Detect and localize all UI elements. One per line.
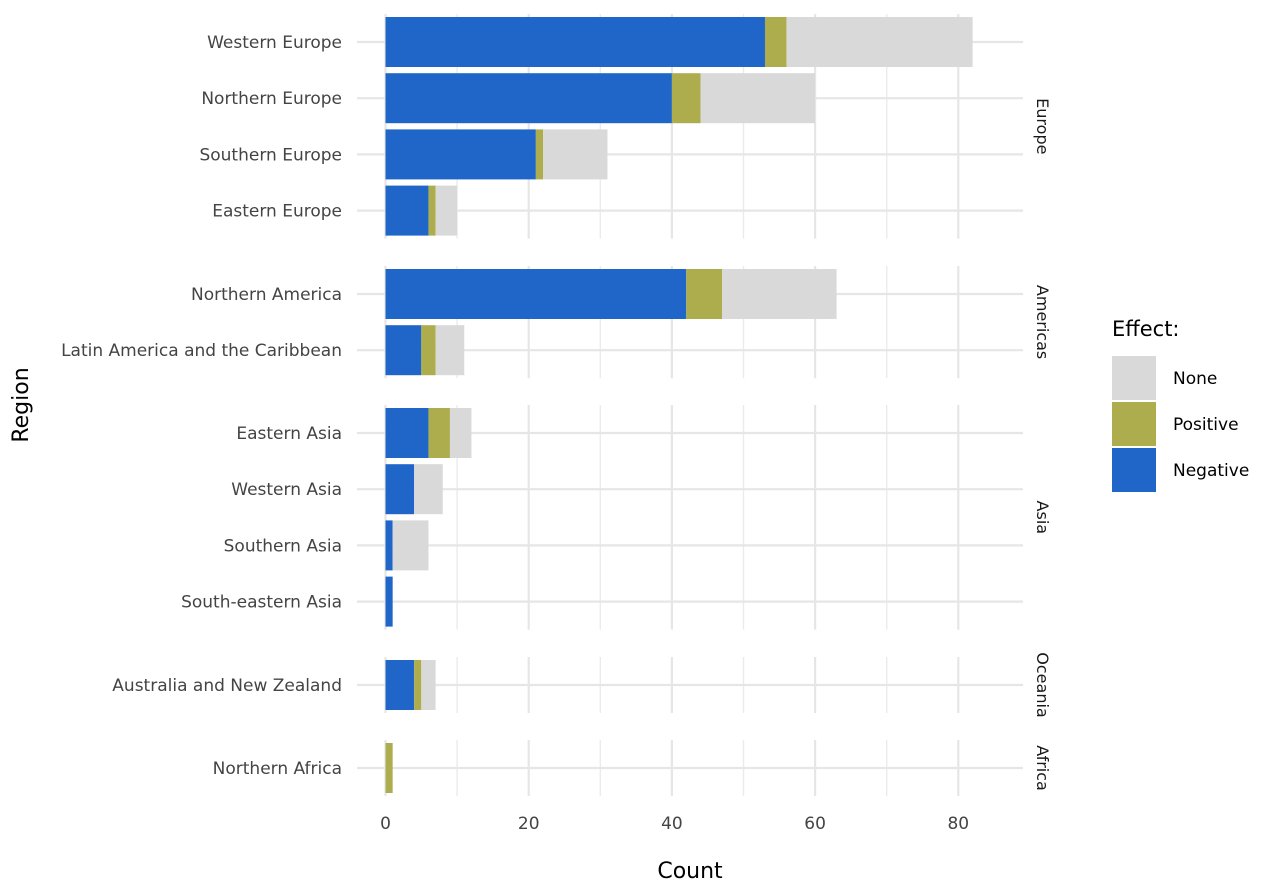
bar-segment-negative <box>385 129 536 180</box>
bar-segment-none <box>700 73 816 124</box>
y-axis-title: Region <box>9 367 34 442</box>
category-label: Latin America and the Caribbean <box>61 341 342 361</box>
bar-segment-negative <box>385 660 415 710</box>
bar-segment-positive <box>428 408 450 458</box>
legend-swatch-positive <box>1112 402 1156 446</box>
bar-segment-negative <box>385 520 393 571</box>
category-label: Northern Africa <box>213 759 342 779</box>
category-label: South-eastern Asia <box>181 593 342 613</box>
bar-segment-none <box>786 17 973 67</box>
legend-title: Effect: <box>1112 317 1180 341</box>
bar-segment-negative <box>385 17 765 67</box>
bar-segment-none <box>449 408 472 458</box>
legend-label-negative: Negative <box>1173 461 1249 481</box>
bar-segment-positive <box>385 743 393 793</box>
bar-segment-negative <box>385 73 672 124</box>
x-axis-title: Count <box>657 859 723 884</box>
bar-segment-positive <box>671 73 701 124</box>
bar-segment-none <box>435 185 458 236</box>
bar-segment-positive <box>428 185 436 236</box>
category-label: Northern Europe <box>201 89 342 109</box>
category-label: Eastern Europe <box>212 202 342 222</box>
x-tick-label: 40 <box>661 814 683 834</box>
bar-segment-negative <box>385 185 429 236</box>
legend-swatch-negative <box>1112 448 1156 492</box>
bar-segment-negative <box>385 269 687 319</box>
x-tick-label: 80 <box>947 814 969 834</box>
bar-segment-none <box>421 660 436 710</box>
bar-segment-none <box>414 464 443 515</box>
category-label: Western Europe <box>207 33 342 53</box>
facet-label: Asia <box>1033 501 1052 535</box>
category-label: Northern America <box>191 285 342 305</box>
facet-label: Africa <box>1033 745 1052 791</box>
facet-label: Americas <box>1033 285 1052 359</box>
bar-segment-positive <box>686 269 723 319</box>
bar-segment-negative <box>385 325 422 376</box>
category-label: Western Asia <box>231 480 342 500</box>
category-label: Australia and New Zealand <box>112 676 342 696</box>
facet-label: Oceania <box>1033 652 1052 717</box>
bar-segment-positive <box>764 17 787 67</box>
x-tick-label: 0 <box>380 814 391 834</box>
category-label: Southern Asia <box>224 536 342 556</box>
bar-segment-positive <box>535 129 544 180</box>
legend-label-none: None <box>1173 369 1217 389</box>
legend-label-positive: Positive <box>1173 415 1239 435</box>
bar-segment-negative <box>385 408 429 458</box>
facet-label: Europe <box>1033 98 1052 154</box>
bar-segment-positive <box>421 325 436 376</box>
bar-segment-negative <box>385 464 415 515</box>
category-label: Eastern Asia <box>236 424 342 444</box>
bar-segment-none <box>392 520 429 571</box>
x-tick-label: 20 <box>518 814 540 834</box>
x-tick-label: 60 <box>804 814 826 834</box>
bar-segment-positive <box>414 660 422 710</box>
bar-segment-negative <box>385 576 393 627</box>
legend-swatch-none <box>1112 356 1156 400</box>
bar-segment-none <box>722 269 837 319</box>
bar-segment-none <box>543 129 608 180</box>
bar-segment-none <box>435 325 465 376</box>
category-label: Southern Europe <box>199 145 342 165</box>
